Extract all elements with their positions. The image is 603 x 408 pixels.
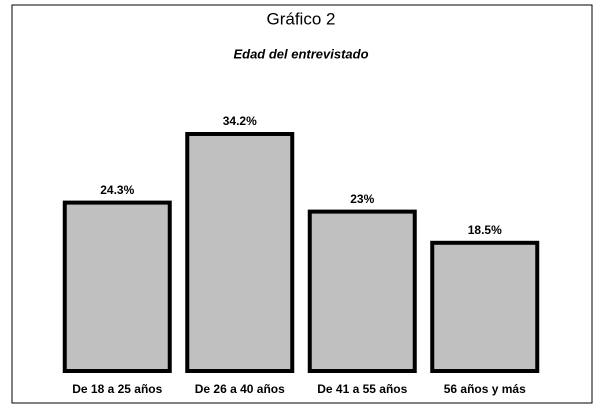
x-tick-label: 56 años y más	[444, 382, 526, 396]
bar	[430, 240, 540, 373]
value-label: 24.3%	[100, 183, 134, 197]
chart-title: Gráfico 2	[267, 9, 336, 28]
bar	[185, 131, 295, 373]
x-tick-label: De 18 a 25 años	[72, 382, 162, 396]
bar	[307, 209, 417, 373]
x-tick-label: De 41 a 55 años	[317, 382, 407, 396]
chart-subtitle: Edad del entrevistado	[233, 46, 368, 61]
value-label: 34.2%	[223, 114, 257, 128]
x-tick-label: De 26 a 40 años	[195, 382, 285, 396]
value-label: 23%	[350, 192, 374, 206]
value-label: 18.5%	[468, 223, 502, 237]
bar	[62, 200, 172, 373]
